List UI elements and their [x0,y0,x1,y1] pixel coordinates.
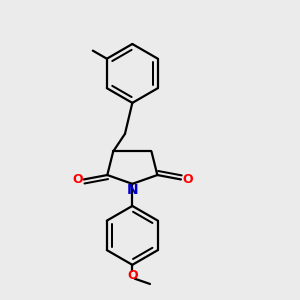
Text: O: O [127,268,138,282]
Text: N: N [127,183,138,197]
Text: O: O [182,173,193,186]
Text: O: O [72,173,83,186]
